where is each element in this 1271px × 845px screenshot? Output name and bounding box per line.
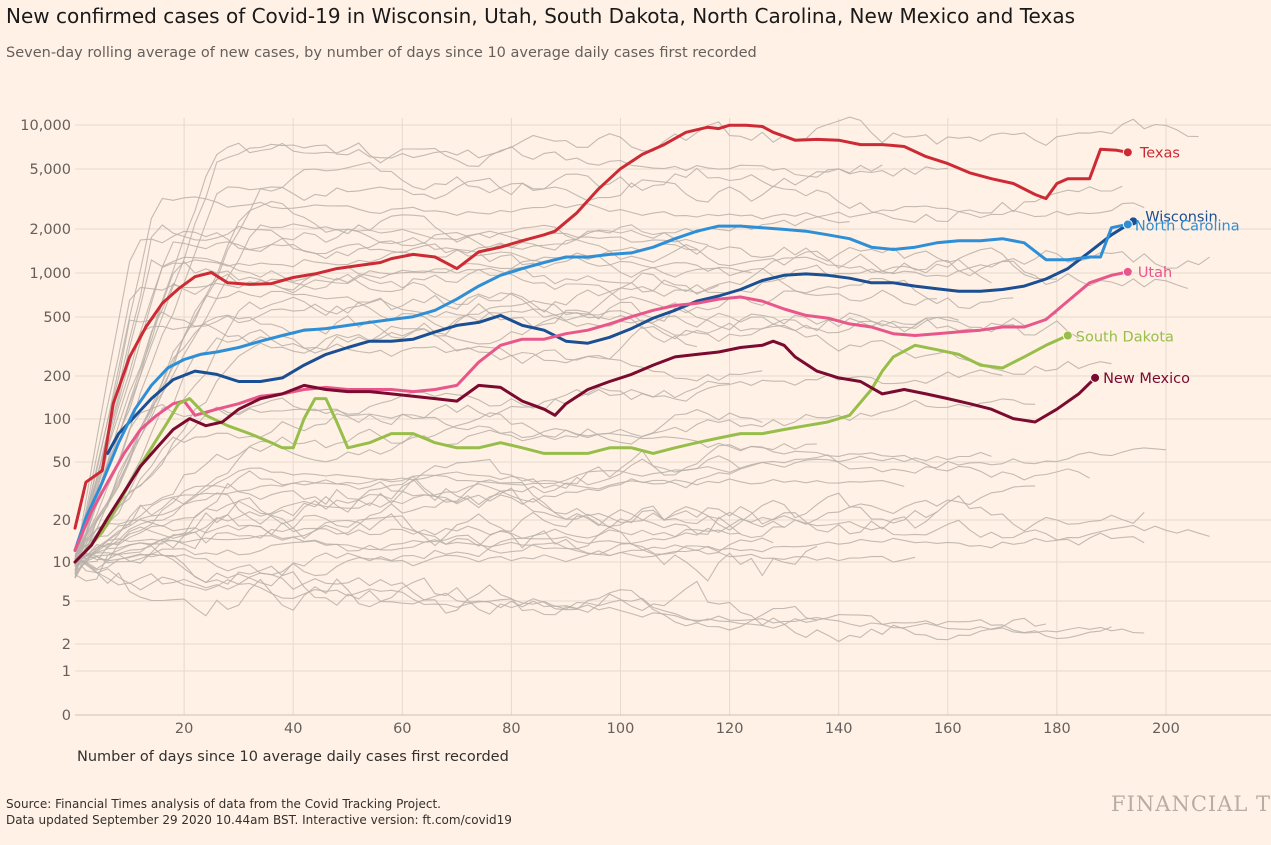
series-label: North Carolina (1135, 218, 1240, 234)
context-series-line (74, 398, 1036, 573)
context-series-line (74, 443, 817, 575)
context-series-line (74, 447, 1167, 560)
context-series-line (74, 161, 1123, 559)
series-end-dot (1090, 372, 1101, 383)
series-end-dot (1122, 147, 1133, 158)
chart-subtitle: Seven-day rolling average of new cases, … (6, 45, 757, 61)
y-tick-label: 5 (62, 594, 71, 610)
context-series-line (74, 323, 763, 566)
context-series-line (74, 202, 1145, 562)
context-series-line (74, 290, 1112, 561)
highlighted-series (73, 123, 1139, 564)
context-series-line (74, 224, 1188, 575)
x-tick-label: 160 (934, 721, 962, 737)
context-series-line (74, 487, 938, 582)
y-tick-label: 2,000 (29, 222, 71, 238)
y-tick-label: 0 (62, 708, 71, 724)
y-tick-label: 10,000 (20, 118, 71, 134)
context-series-line (74, 455, 741, 559)
context-series-line (74, 470, 1145, 561)
series-label: Wisconsin (1145, 209, 1217, 225)
x-axis-label: Number of days since 10 average daily ca… (77, 749, 509, 765)
series-label: Utah (1138, 265, 1172, 281)
y-tick-label: 200 (43, 369, 71, 385)
series-line-wisconsin (106, 219, 1135, 455)
x-tick-label: 80 (502, 721, 520, 737)
context-series-line (74, 380, 730, 573)
context-series-line (74, 241, 752, 566)
x-tick-label: 180 (1043, 721, 1071, 737)
series-line-new-mexico (73, 339, 1097, 564)
series-end-dot (1122, 219, 1133, 230)
series-label: New Mexico (1103, 371, 1190, 387)
context-series-line (74, 325, 698, 563)
series-line-utah (73, 270, 1130, 552)
context-series-line (74, 260, 1079, 564)
y-tick-label: 1,000 (29, 266, 71, 282)
x-tick-label: 120 (716, 721, 744, 737)
context-series-line (74, 200, 992, 564)
series-line-south-dakota (84, 334, 1070, 552)
y-tick-label: 50 (53, 455, 71, 471)
y-tick-label: 1 (62, 664, 71, 680)
y-tick-label: 10 (53, 555, 71, 571)
source-note: Source: Financial Times analysis of data… (6, 796, 512, 828)
context-series-line (74, 196, 850, 564)
line-chart: 0 1 2 5 10 20 50 100 200 500 1,000 2,000 5,000 10,000… (20, 116, 1271, 765)
context-series-line (74, 278, 1014, 571)
grid (75, 118, 1271, 716)
context-series-line (74, 558, 1047, 643)
x-tick-label: 20 (175, 721, 193, 737)
x-tick-label: 140 (825, 721, 853, 737)
context-series-line (74, 535, 916, 563)
y-axis: 0 1 2 5 10 20 50 100 200 500 1,000 2,000 5,000 10,000 (20, 118, 71, 724)
context-series-line (74, 256, 719, 561)
context-series-line (74, 230, 937, 566)
context-series-line (74, 451, 992, 561)
series-end-dot (1062, 330, 1073, 341)
context-series-line (74, 475, 785, 578)
series-label: South Dakota (1076, 329, 1174, 345)
source-line-2: Data updated September 29 2020 10.44am B… (6, 813, 512, 827)
y-tick-label: 2 (62, 637, 71, 653)
x-axis: 20 40 60 80 100 120 140 160 180 200 (175, 721, 1180, 737)
ft-logo: FINANCIAL T (1111, 792, 1271, 816)
context-series-line (74, 116, 1199, 560)
context-series-line (74, 406, 1090, 558)
context-series-line (74, 485, 1036, 587)
x-tick-label: 60 (393, 721, 411, 737)
context-series-line (74, 545, 1112, 640)
context-series-line (74, 492, 818, 582)
x-tick-label: 100 (607, 721, 635, 737)
context-series-line (74, 534, 774, 564)
context-series-line (74, 166, 948, 578)
y-tick-label: 20 (53, 513, 71, 529)
chart-title: New confirmed cases of Covid-19 in Wisco… (6, 4, 1075, 28)
series-line-texas (73, 123, 1130, 530)
x-tick-label: 40 (284, 721, 302, 737)
y-tick-label: 5,000 (29, 162, 71, 178)
context-series-line (74, 557, 1145, 634)
series-label: Texas (1139, 145, 1180, 161)
context-series-line (74, 312, 1058, 571)
y-tick-label: 500 (43, 310, 71, 326)
source-line-1: Source: Financial Times analysis of data… (6, 797, 441, 811)
context-series-line (74, 524, 741, 567)
y-tick-label: 100 (43, 412, 71, 428)
x-tick-label: 200 (1152, 721, 1180, 737)
context-series-line (74, 298, 959, 557)
series-end-dot (1122, 266, 1133, 277)
series-line-north-carolina (73, 222, 1130, 552)
context-series-line (74, 247, 1057, 568)
context-series-line (74, 553, 817, 629)
context-series-line (74, 492, 1145, 579)
context-series-line (74, 143, 883, 561)
